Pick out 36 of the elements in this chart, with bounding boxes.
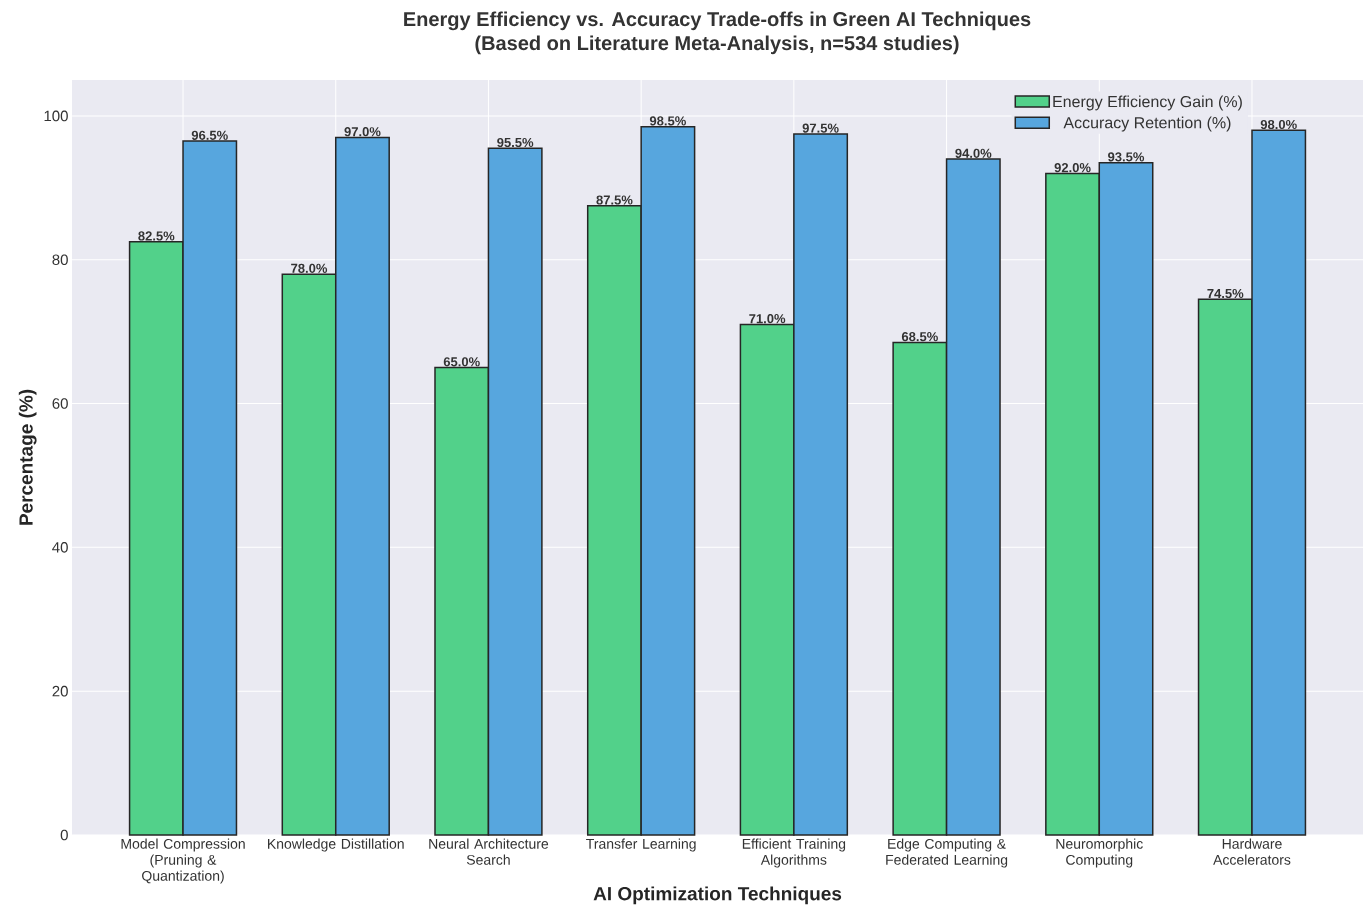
x-tick-label: Knowledge Distillation bbox=[268, 838, 404, 852]
y-tick-label: 20 bbox=[52, 685, 68, 697]
data-label: 87.5% bbox=[596, 195, 633, 205]
y-tick-label: 0 bbox=[60, 829, 68, 841]
x-tick-label: Edge Computing & Federated Learning bbox=[886, 838, 1008, 868]
data-label: 97.5% bbox=[802, 123, 839, 133]
x-tick-label: Neural Architecture Search bbox=[429, 838, 549, 865]
chart-subtitle: (Based on Literature Meta-Analysis, n=534 studies) bbox=[475, 35, 959, 54]
data-label: 78.0% bbox=[291, 263, 328, 273]
data-label: 65.0% bbox=[443, 356, 480, 367]
x-tick-label: Hardware Accelerators bbox=[1213, 838, 1291, 865]
data-label: 68.5% bbox=[901, 331, 938, 341]
data-label: 97.0% bbox=[344, 126, 381, 137]
data-label: 82.5% bbox=[138, 231, 175, 241]
chart-title: Energy Efficiency vs. Accuracy Trade-offs in Green AI Techniques bbox=[404, 11, 1031, 31]
y-tick-label: 40 bbox=[52, 541, 68, 553]
x-tick-label: Efficient Training Algorithms bbox=[742, 838, 846, 868]
y-tick-label: 80 bbox=[52, 254, 68, 265]
x-tick-label: Transfer Learning bbox=[586, 838, 696, 852]
y-axis-title: Percentage (%) bbox=[18, 389, 37, 525]
y-tick-label: 100 bbox=[44, 110, 68, 122]
x-axis-title: AI Optimization Techniques bbox=[593, 886, 842, 904]
data-label: 92.0% bbox=[1054, 162, 1091, 173]
x-tick-label: Neuromorphic Computing bbox=[1056, 838, 1143, 868]
data-label: 93.5% bbox=[1108, 152, 1145, 162]
data-label: 71.0% bbox=[749, 313, 786, 324]
data-label: 94.0% bbox=[955, 148, 992, 158]
data-label: 95.5% bbox=[497, 137, 534, 147]
legend-label: Energy Efficiency Gain (%) bbox=[1053, 95, 1242, 111]
data-label: 74.5% bbox=[1207, 288, 1244, 298]
legend-label: Accuracy Retention (%) bbox=[1063, 116, 1231, 132]
x-tick-label: Model Compression (Pruning & Quantization) bbox=[121, 838, 245, 884]
data-label: 98.0% bbox=[1260, 119, 1297, 129]
data-label: 96.5% bbox=[191, 130, 228, 140]
y-tick-label: 60 bbox=[52, 398, 68, 409]
data-label: 98.5% bbox=[649, 116, 686, 126]
